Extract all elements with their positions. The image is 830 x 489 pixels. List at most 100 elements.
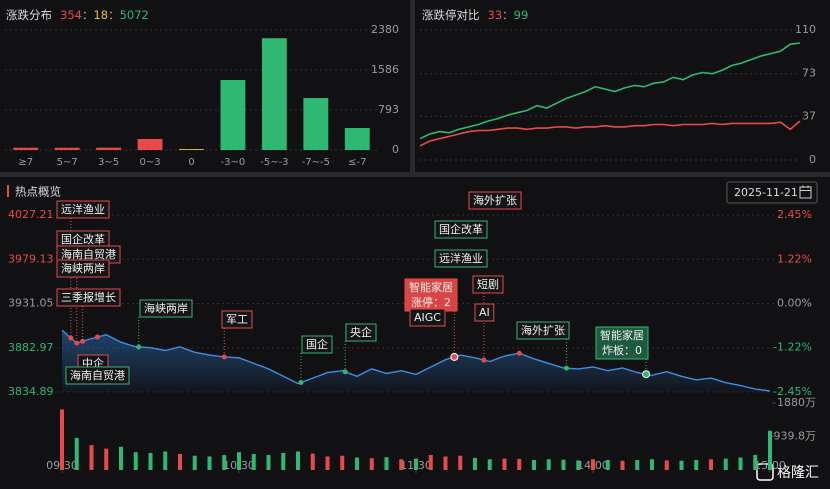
volume-bar [296, 451, 300, 470]
calendar-icon[interactable] [799, 185, 812, 199]
panel-title: 涨跌分布 354：18：5072 [6, 8, 149, 22]
x-tick-label: 0 [188, 157, 194, 168]
annotation-box [56, 200, 110, 219]
annotation-text: 智能家居 [409, 280, 453, 294]
annotation[interactable]: 海外扩张 [516, 321, 570, 371]
watermark: 格隆汇 [777, 465, 819, 481]
limit-down-count: 99 [514, 8, 529, 22]
bar [179, 149, 204, 150]
annotation-text: 国企改革 [61, 232, 105, 246]
volume-bar [119, 446, 123, 470]
annotation[interactable]: 军工 [221, 310, 253, 360]
volume-bar [237, 452, 241, 470]
y-tick-label: 793 [378, 103, 399, 116]
date-picker[interactable] [726, 181, 818, 204]
title: 涨跌分布 [6, 8, 52, 22]
volume-bar [281, 452, 286, 470]
separator: ： [108, 8, 120, 22]
panel [0, 177, 830, 489]
annotation-box [434, 220, 488, 239]
annotation[interactable]: 国企 [298, 335, 333, 386]
panel [0, 0, 410, 172]
x-tick-label: -3~0 [221, 157, 246, 168]
annotation-dot [298, 380, 304, 386]
annotation[interactable]: 远洋渔业 [56, 200, 110, 341]
volume-bar [340, 455, 345, 470]
volume-bar [517, 458, 522, 470]
volume-bar [369, 458, 374, 470]
annotation-box [409, 308, 446, 327]
limit-up-count: 33 [488, 8, 503, 22]
volume-bar [414, 458, 418, 470]
annotation-dot [563, 365, 569, 371]
volume-tick-label: 939.8万 [774, 430, 817, 443]
volume-tick-label: 1880万 [777, 396, 816, 409]
annotation-box [345, 323, 377, 342]
y2-tick-label: -1.22% [773, 341, 812, 354]
annotation[interactable]: 国企改革 [434, 220, 488, 239]
line [419, 120, 801, 147]
annotation[interactable]: 三季报增长 [56, 288, 121, 344]
y-tick-label: 3834.89 [8, 385, 54, 398]
annotation-box [56, 259, 110, 278]
annotation[interactable]: AIGC [409, 308, 446, 327]
volume-bar [620, 460, 625, 470]
y2-tick-label: -2.45% [773, 385, 812, 398]
bar [54, 147, 80, 150]
annotation[interactable]: AI [474, 303, 522, 356]
annotation-dot [136, 344, 142, 350]
volume-bar [546, 459, 551, 470]
annotation-dot [74, 340, 80, 346]
volume-bar [428, 455, 433, 470]
annotation-dot [481, 357, 487, 363]
annotation-text: 智能家居 [600, 328, 644, 342]
annotation-text: 炸板：0 [602, 343, 642, 357]
annotation-text: AIGC [414, 311, 441, 324]
annotation[interactable]: 海峡两岸 [56, 259, 110, 278]
volume-bar [664, 460, 669, 470]
flat-count: 18 [93, 8, 108, 22]
volume-bar [443, 456, 448, 470]
volume-bar [487, 459, 492, 470]
y-tick-label: 0 [809, 153, 816, 166]
volume-bar [89, 445, 94, 470]
annotation[interactable]: 海南自贸港 [65, 366, 130, 385]
volume-bar [325, 456, 330, 470]
volume-bar [178, 453, 182, 470]
annotation[interactable]: 国企改革 [56, 230, 110, 249]
y-tick-label: 0 [392, 143, 399, 156]
volume-bar [355, 457, 359, 470]
y-tick-label: 3882.97 [8, 341, 54, 354]
bar [303, 98, 329, 150]
separator: ： [502, 8, 514, 22]
annotation[interactable]: 海南自贸港 [56, 245, 121, 346]
annotation-box [221, 310, 253, 329]
annotation-box [516, 321, 570, 340]
y2-tick-label: 0.00% [777, 297, 812, 310]
y-tick-label: 2380 [371, 23, 399, 36]
volume-bar [532, 460, 536, 470]
y-tick-label: 3931.05 [8, 297, 54, 310]
bar [220, 80, 246, 150]
annotation-dot [342, 369, 348, 375]
annotation-text: 远洋渔业 [61, 202, 105, 216]
volume-bar [605, 460, 610, 470]
annotation[interactable]: 海峡两岸 [136, 299, 193, 350]
annotation[interactable]: 海外扩张 [468, 191, 522, 210]
separator: ： [82, 8, 94, 22]
annotation-text: 国企改革 [439, 222, 483, 236]
annotation[interactable]: 短剧 [472, 275, 504, 363]
annotation[interactable]: 远洋渔业 [434, 249, 488, 268]
annotation-text: 三季报增长 [61, 290, 116, 304]
annotation[interactable]: 央企 [342, 323, 377, 375]
down-count: 5072 [120, 8, 149, 22]
volume-bar [635, 460, 640, 470]
annotation-text: 国企 [306, 337, 328, 351]
annotation-text: 海峡两岸 [144, 301, 188, 315]
annotation-text: 涨停：2 [411, 295, 451, 309]
logo-icon [756, 463, 774, 481]
volume-bar [163, 451, 168, 470]
y-tick-label: 1586 [371, 63, 399, 76]
